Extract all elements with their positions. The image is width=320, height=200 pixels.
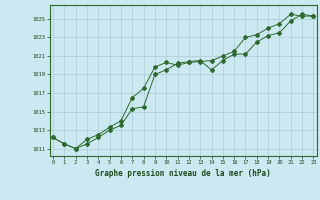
X-axis label: Graphe pression niveau de la mer (hPa): Graphe pression niveau de la mer (hPa) — [95, 169, 271, 178]
